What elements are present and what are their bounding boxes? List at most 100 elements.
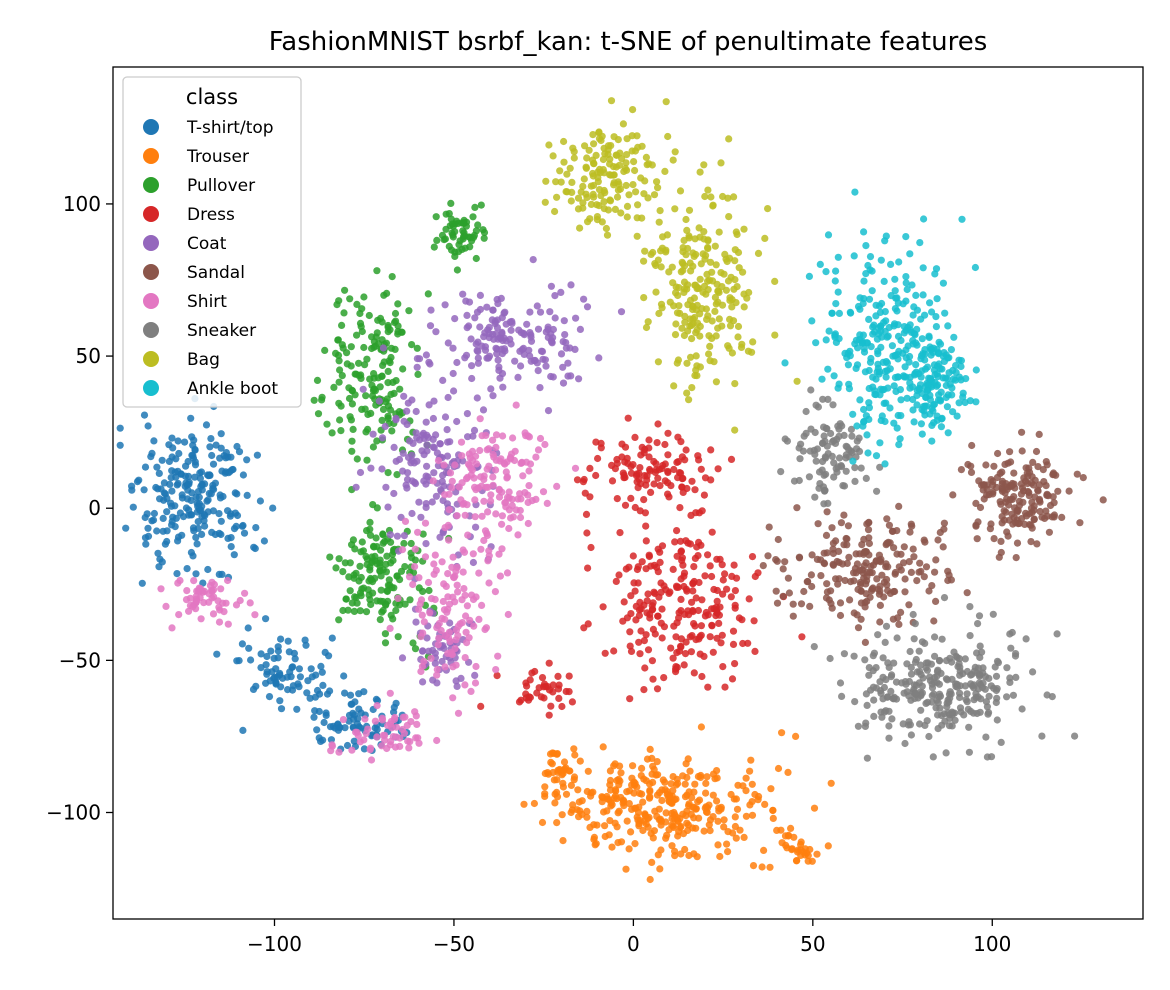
data-point [366,518,374,527]
data-point [835,425,843,433]
data-point [717,159,725,167]
data-point [882,373,890,381]
data-point [697,723,706,731]
data-point [891,320,899,328]
data-point [1013,539,1022,547]
data-point [318,668,326,676]
data-point [972,398,980,406]
data-point [420,657,428,665]
data-point [683,226,691,234]
data-point [889,527,897,535]
data-point [959,393,967,401]
data-point [737,343,746,351]
data-point [814,403,823,411]
data-point [247,656,255,664]
data-point [381,422,389,431]
data-point [272,680,280,688]
data-point [153,527,161,535]
data-point [378,434,387,442]
data-point [345,711,354,719]
series-sneaker [777,386,1079,762]
data-point [642,631,650,639]
data-point [706,342,714,350]
data-point [379,344,387,352]
data-point [720,816,728,824]
data-point [759,562,767,570]
data-point [865,534,873,542]
data-point [377,546,385,554]
data-point [976,680,985,689]
data-point [633,232,641,240]
data-point [206,471,214,479]
data-point [386,359,394,367]
data-point [476,323,484,331]
data-point [343,360,351,368]
data-point [245,644,253,652]
data-point [394,300,402,308]
data-point [523,320,531,328]
data-point [882,622,891,630]
data-point [868,267,876,275]
data-point [860,405,868,414]
data-point [1029,458,1037,466]
data-point [414,370,422,378]
data-point [677,850,685,858]
data-point [353,300,361,308]
data-point [508,502,516,510]
data-point [293,705,301,713]
data-point [262,615,270,623]
data-point [503,569,512,577]
data-point [192,493,200,501]
data-point [147,453,155,461]
data-point [432,328,440,336]
data-point [1025,521,1034,529]
data-point [700,235,708,243]
data-point [638,764,646,773]
data-point [339,606,347,615]
data-point [975,612,984,620]
data-point [420,618,428,626]
data-point [982,461,990,469]
data-point [387,611,395,619]
data-point [625,563,633,571]
data-point [463,602,471,610]
data-point [498,329,506,338]
data-point [334,336,342,344]
data-point [658,605,666,613]
data-point [979,669,987,677]
data-point [868,287,876,295]
data-point [908,281,916,289]
data-point [856,305,864,313]
data-point [614,809,622,817]
data-point [594,454,602,463]
data-point [592,471,600,480]
data-point [522,694,530,702]
data-point [1027,479,1035,487]
data-point [432,213,440,221]
data-point [678,258,686,266]
data-point [168,453,176,461]
data-point [528,669,536,677]
data-point [541,783,549,791]
data-point [409,439,417,447]
data-point [985,692,993,700]
data-point [925,332,933,340]
data-point [881,308,889,316]
data-point [856,396,864,404]
data-point [386,689,394,697]
data-point [761,234,769,242]
data-point [713,797,721,805]
data-point [687,648,696,656]
data-point [166,480,174,488]
data-point [181,472,189,480]
data-point [669,279,677,287]
data-point [822,424,830,432]
data-point [928,582,936,590]
data-point [740,833,748,842]
data-point [785,589,794,597]
data-point [1025,492,1033,500]
data-point [960,711,968,719]
data-point [824,231,833,239]
data-point [994,449,1002,458]
data-point [546,308,554,316]
